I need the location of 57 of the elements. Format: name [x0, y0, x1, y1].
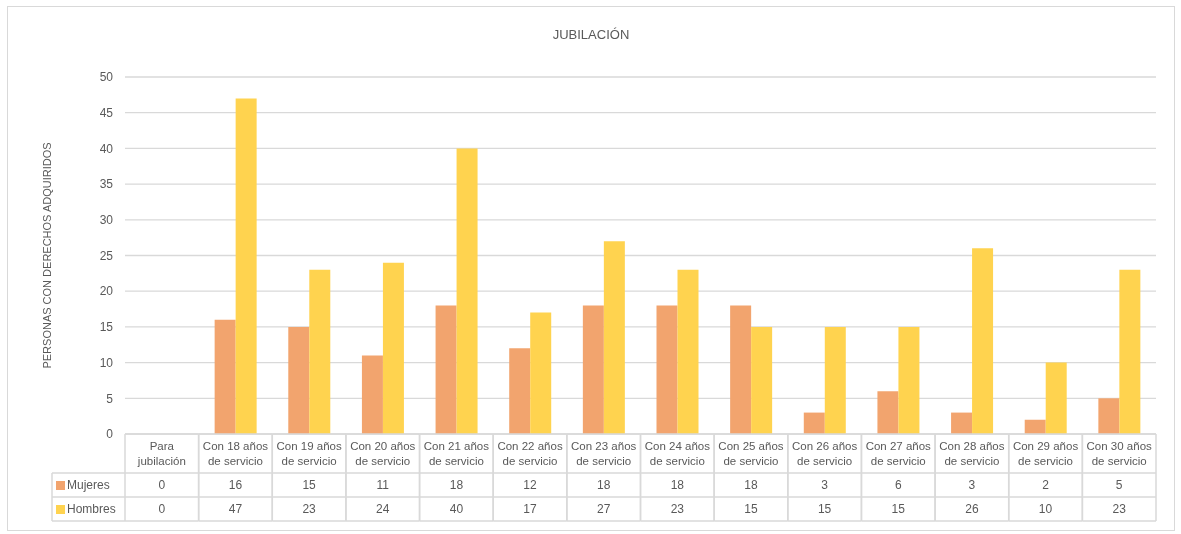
data-label: 11: [376, 478, 390, 492]
x-tick-label: Con 30 años de servicio: [1086, 440, 1153, 467]
y-tick-label: 45: [99, 105, 114, 120]
data-label: 26: [965, 502, 979, 516]
legend-label: Mujeres: [67, 478, 110, 492]
y-tick-label: 50: [99, 70, 114, 85]
x-tick-label: Con 25 años de servicio: [718, 440, 784, 467]
data-label: 10: [1038, 502, 1053, 516]
data-label: 5: [1115, 478, 1123, 492]
data-label: 23: [1112, 502, 1127, 516]
legend-label: Hombres: [67, 502, 116, 516]
x-tick-label: Con 24 años de servicio: [644, 440, 711, 467]
x-tick-label: Con 21 años de servicio: [423, 440, 490, 467]
data-label: 18: [744, 478, 758, 492]
y-axis-title: PERSONAS CON DERECHOS ADQUIRIDOS: [40, 142, 53, 369]
y-tick-label: 10: [99, 355, 114, 370]
data-label: 40: [449, 502, 464, 516]
data-label: 16: [228, 478, 243, 492]
data-label: 15: [891, 502, 906, 516]
data-label: 18: [449, 478, 464, 492]
x-tick-label: Con 26 años de servicio: [792, 440, 858, 467]
y-tick-label: 20: [99, 284, 114, 299]
x-tick-label: Con 23 años de servicio: [571, 440, 637, 467]
x-tick-label: Con 27 años de servicio: [865, 440, 932, 467]
y-tick-label: 40: [99, 141, 114, 156]
y-tick-label: 0: [106, 427, 114, 442]
data-label: 15: [817, 502, 832, 516]
data-label: 17: [523, 502, 538, 516]
y-tick-label: 35: [99, 177, 114, 192]
x-tick-label: Con 28 años de servicio: [939, 440, 1005, 467]
data-label: 15: [744, 502, 758, 516]
y-tick-label: 15: [99, 320, 114, 335]
data-label: 3: [968, 478, 976, 492]
data-label: 47: [228, 502, 243, 516]
data-label: 27: [597, 502, 611, 516]
data-label: 23: [670, 502, 685, 516]
x-tick-label: Con 22 años de servicio: [497, 440, 563, 467]
data-label: 0: [158, 502, 166, 516]
y-tick-label: 30: [99, 213, 114, 228]
data-label: 2: [1042, 478, 1050, 492]
data-label: 18: [597, 478, 611, 492]
data-label: 23: [302, 502, 317, 516]
data-label: 12: [523, 478, 538, 492]
x-tick-label: Con 18 años de servicio: [202, 440, 269, 467]
data-label: 6: [894, 478, 902, 492]
data-label: 0: [158, 478, 166, 492]
y-tick-label: 25: [99, 248, 114, 263]
x-tick-label: Con 20 años de servicio: [350, 440, 416, 467]
chart-title: JUBILACIÓN: [551, 27, 631, 43]
data-label: 15: [302, 478, 317, 492]
x-tick-label: Con 29 años de servicio: [1012, 440, 1079, 467]
data-label: 24: [376, 502, 390, 516]
x-tick-label: Para jubilación: [136, 440, 186, 467]
data-label: 3: [821, 478, 829, 492]
x-tick-label: Con 19 años de servicio: [276, 440, 342, 467]
y-tick-label: 5: [106, 391, 114, 406]
data-label: 18: [670, 478, 685, 492]
